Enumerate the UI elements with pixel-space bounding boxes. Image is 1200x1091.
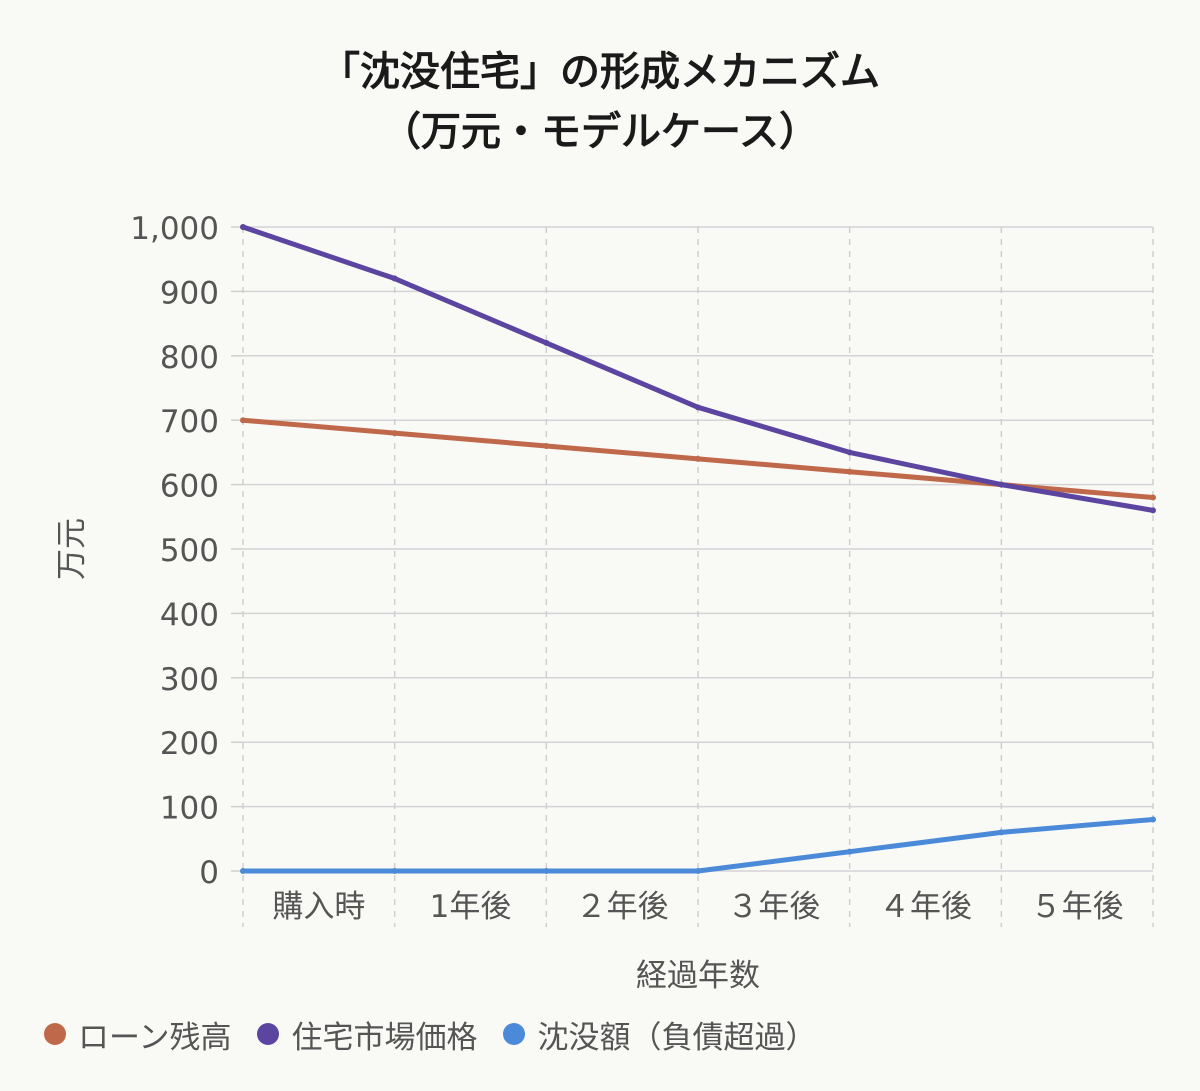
- legend-item-2[interactable]: 沈没額（負債超過）: [503, 1012, 816, 1057]
- legend-label: 住宅市場価格: [291, 1019, 478, 1056]
- data-point: [1150, 507, 1156, 514]
- legend-swatch: [257, 1023, 280, 1045]
- y-tick-label: 500: [160, 533, 219, 569]
- data-point: [240, 224, 246, 230]
- data-point: [846, 449, 853, 456]
- legend: ローン残高 住宅市場価格 沈没額（負債超過）: [44, 1012, 842, 1056]
- y-tick-label: 0: [199, 855, 219, 891]
- data-point: [391, 430, 398, 437]
- data-point: [543, 442, 550, 449]
- x-tick-label: ４年後: [879, 889, 972, 925]
- x-axis-label: 経過年数: [636, 958, 760, 994]
- x-tick-label: ５年後: [1031, 889, 1124, 925]
- axes: 0 100 200 300 400 500 600 700 800 900 1,000 購入時 1年後 ２…: [130, 211, 1123, 925]
- data-point: [695, 868, 701, 874]
- y-tick-label: 600: [160, 469, 219, 505]
- y-axis-label: 万元: [54, 518, 90, 580]
- data-point: [1150, 494, 1156, 501]
- data-point: [695, 404, 701, 411]
- legend-label: ローン残高: [78, 1019, 232, 1056]
- legend-label: 沈没額（負債超過）: [537, 1019, 817, 1056]
- legend-swatch: [503, 1023, 526, 1045]
- y-tick-label: 200: [160, 726, 219, 762]
- data-point: [846, 848, 853, 855]
- chart-subtitle: （万元・モデルケース）: [381, 109, 819, 155]
- data-point: [543, 868, 550, 874]
- y-tick-label: 300: [160, 662, 219, 698]
- legend-swatch: [44, 1023, 66, 1045]
- y-tick-label: 900: [160, 275, 219, 311]
- x-tick-label: ３年後: [727, 889, 820, 925]
- series-lines: [240, 224, 1156, 874]
- data-point: [998, 481, 1005, 488]
- y-tick-label: 700: [160, 404, 219, 440]
- data-point: [391, 868, 398, 874]
- chart-title: 「沈没住宅」の形成メカニズム: [320, 49, 880, 95]
- data-point: [1150, 816, 1156, 823]
- legend-item-1[interactable]: 住宅市場価格: [257, 1012, 477, 1057]
- data-point: [846, 468, 853, 475]
- y-tick-label: 400: [160, 597, 219, 633]
- x-tick-label: ２年後: [576, 889, 669, 925]
- data-point: [695, 455, 701, 462]
- y-tick-label: 1,000: [130, 211, 219, 247]
- grid: [242, 226, 1154, 927]
- data-point: [240, 417, 246, 424]
- data-point: [543, 339, 550, 346]
- y-tick-label: 800: [160, 340, 219, 376]
- x-tick-label: 1年後: [430, 889, 512, 925]
- data-point: [240, 868, 246, 874]
- chart-title-block: 「沈没住宅」の形成メカニズム （万元・モデルケース）: [0, 42, 1200, 162]
- data-point: [998, 829, 1005, 836]
- y-tick-label: 100: [160, 791, 219, 827]
- legend-item-0[interactable]: ローン残高: [44, 1012, 231, 1057]
- data-point: [391, 275, 398, 282]
- x-tick-label: 購入時: [272, 889, 365, 925]
